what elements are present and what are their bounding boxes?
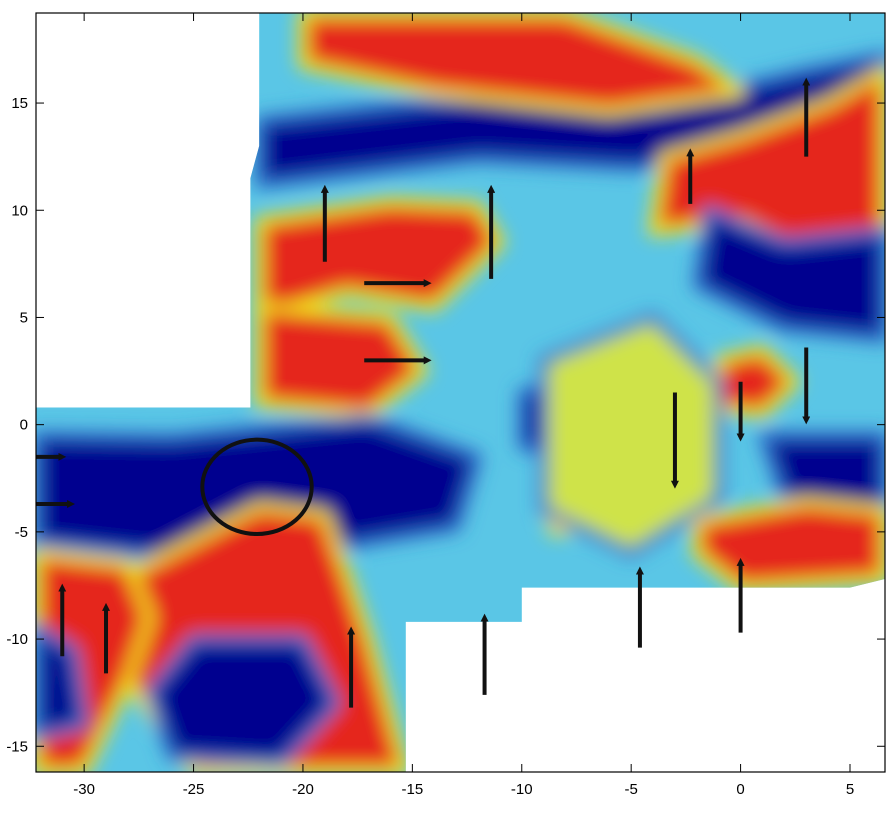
heatmap-surface [36,13,885,772]
heatmap-region-low-13 [144,634,341,769]
y-tick-label: 10 [11,202,28,219]
x-tick-label: -20 [292,781,314,798]
x-tick-label: 5 [846,781,854,798]
circle-annotation [200,437,314,537]
x-tick-label: -25 [183,781,205,798]
x-tick-label: -30 [73,781,95,798]
heatmap-region-low-6 [36,413,483,563]
heatmap-region-mid-16 [538,312,724,559]
y-tick-label: -15 [6,738,28,755]
annotation-layer [36,77,811,708]
heatmap-region-low-8 [691,205,885,344]
y-axis: -15 -10 -5 0 5 10 15 [6,95,885,755]
y-tick-label: -5 [15,524,28,541]
y-tick-label: 0 [20,417,28,434]
x-axis: -30 -25 -20 -15 -10 -5 0 5 [73,13,854,798]
plot-area [36,13,885,772]
heatmap-region-high-14 [691,496,885,593]
x-tick-label: -10 [511,781,533,798]
x-tick-label: -15 [402,781,424,798]
heatmap-region-high-1 [298,13,746,117]
x-tick-label: 0 [736,781,744,798]
axes-frame [35,12,886,773]
y-tick-label: 15 [11,95,28,112]
y-tick-label: 5 [20,309,28,326]
y-tick-label: -10 [6,631,28,648]
heatmap-region-high-4 [254,301,429,419]
heatmap-region-low-9 [757,430,885,516]
x-tick-label: -5 [625,781,638,798]
